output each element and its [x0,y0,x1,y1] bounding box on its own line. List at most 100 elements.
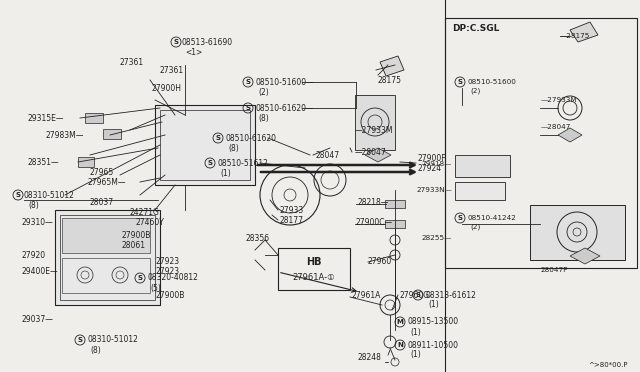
Text: 27923: 27923 [155,257,179,266]
Text: (5): (5) [150,283,161,292]
Text: 27924: 27924 [418,164,442,173]
Text: 08510-61620: 08510-61620 [225,134,276,142]
Text: 28218—: 28218— [358,198,389,206]
Text: 08510-61620—: 08510-61620— [255,103,314,112]
Bar [78,157,94,167]
Text: 08313-61612: 08313-61612 [425,291,476,299]
Bar [530,205,625,260]
Text: M: M [397,319,403,325]
Text: 08320-40812: 08320-40812 [147,273,198,282]
Text: S: S [15,192,20,198]
Text: 28047: 28047 [315,151,339,160]
Text: 28037: 28037 [90,198,114,206]
Text: 29310—: 29310— [22,218,54,227]
Text: (1): (1) [428,301,439,310]
Text: —27933M: —27933M [355,125,394,135]
Text: 08510-51600—: 08510-51600— [255,77,314,87]
Text: 08510-51612: 08510-51612 [217,158,268,167]
Text: —28047: —28047 [355,148,387,157]
Bar [385,200,405,208]
Text: 28248: 28248 [358,353,382,362]
Text: 27900B: 27900B [155,291,184,299]
Polygon shape [558,128,582,142]
Text: S: S [173,39,179,45]
Text: —27933M: —27933M [541,97,578,103]
Text: S: S [246,79,250,85]
Text: 08911-10500: 08911-10500 [407,340,458,350]
Text: —28175: —28175 [560,33,590,39]
Text: —28047: —28047 [541,124,572,130]
Text: (2): (2) [470,88,480,94]
Text: 29400E—: 29400E— [22,267,59,276]
Text: (8): (8) [28,201,39,209]
Bar [355,95,395,150]
Text: (1): (1) [410,327,420,337]
Text: 27983M—: 27983M— [45,131,83,140]
Text: 27361: 27361 [160,65,184,74]
Text: 28351—: 28351— [28,157,60,167]
Text: S: S [415,292,420,298]
Text: DP:C.SGL: DP:C.SGL [452,23,499,32]
Text: 28177: 28177 [280,215,304,224]
Text: (1): (1) [220,169,231,177]
Text: S: S [458,79,463,85]
Text: 08915-13500: 08915-13500 [407,317,458,327]
Bar [103,129,121,139]
Text: 27965: 27965 [90,167,115,176]
Text: 28061: 28061 [122,241,146,250]
Text: (2): (2) [470,224,480,230]
Bar [60,215,155,300]
Text: (8): (8) [228,144,239,153]
Text: 08510-41242: 08510-41242 [467,215,516,221]
Text: 79918—: 79918— [422,161,452,167]
Polygon shape [570,22,598,42]
Text: 28255—: 28255— [422,235,452,241]
Text: 27960: 27960 [368,257,392,266]
Text: <1>: <1> [185,48,202,57]
Text: 27900F: 27900F [418,154,447,163]
Text: 27920: 27920 [22,250,46,260]
Bar [85,113,103,123]
Text: 27923: 27923 [155,267,179,276]
Text: (2): (2) [258,87,269,96]
Text: 27900H: 27900H [152,83,182,93]
Bar [62,258,150,293]
Text: 29315E—: 29315E— [28,113,65,122]
Text: 08310-51012: 08310-51012 [24,190,75,199]
Bar [455,155,510,177]
Text: 27965M—: 27965M— [88,177,127,186]
Text: 27961A-①: 27961A-① [292,273,335,282]
Text: 27900C—: 27900C— [356,218,393,227]
Bar [55,210,160,305]
Polygon shape [380,56,404,76]
Text: 08510-51600: 08510-51600 [467,79,516,85]
Text: S: S [458,215,463,221]
Text: HB: HB [307,257,322,267]
Polygon shape [570,248,600,264]
Text: (8): (8) [258,113,269,122]
Text: 27460Y: 27460Y [135,218,164,227]
Bar [160,110,250,180]
Text: 27900B: 27900B [122,231,152,240]
Text: (8): (8) [90,346,100,355]
Text: 28356: 28356 [245,234,269,243]
Text: 27933N—: 27933N— [416,187,452,193]
Text: S: S [138,275,143,281]
Text: N: N [397,342,403,348]
Text: S: S [77,337,83,343]
Text: 29037—: 29037— [22,315,54,324]
Bar [445,18,637,268]
Text: 08513-61690: 08513-61690 [182,38,233,46]
Text: 27961A: 27961A [352,291,381,299]
Text: S: S [207,160,212,166]
Bar [62,218,150,253]
Text: 27960G: 27960G [400,291,430,299]
Text: 28047P: 28047P [541,267,568,273]
Text: 24271G: 24271G [130,208,160,217]
Text: 27933: 27933 [280,205,304,215]
Text: 27361: 27361 [120,58,144,67]
Text: 28175: 28175 [378,76,402,84]
Bar [278,248,350,290]
Text: ^>80*00.P: ^>80*00.P [589,362,628,368]
Polygon shape [365,148,391,162]
